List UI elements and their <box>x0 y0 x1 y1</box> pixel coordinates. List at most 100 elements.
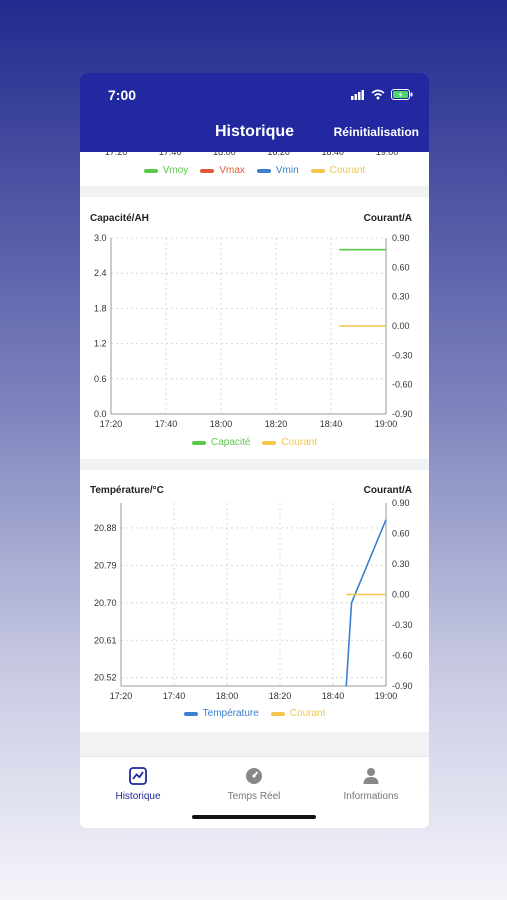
x-tick-label: 18:00 <box>216 691 239 701</box>
tab-temps-reel-label: Temps Réel <box>227 791 281 802</box>
legend-label: Vmax <box>219 165 245 176</box>
x-tick-label: 19:00 <box>376 152 399 157</box>
status-icons <box>351 89 413 100</box>
y2-tick-label: -0.60 <box>392 651 413 661</box>
legend-swatch <box>310 168 325 173</box>
y2-tick-label: 0.60 <box>392 262 410 272</box>
legend-swatch <box>200 168 215 173</box>
capacity-card: Capacité/AH Courant/A 17:20 17:40 18:00 18:… <box>80 197 429 459</box>
person-icon <box>363 768 379 784</box>
legend-item[interactable]: Capacité <box>191 437 251 448</box>
x-tick-label: 17:20 <box>105 152 128 157</box>
legend-label: Température <box>202 708 259 719</box>
gauge-icon <box>246 768 262 784</box>
temperature-axis-title: Température/°C <box>90 485 164 496</box>
legend-item[interactable]: Courant <box>270 708 326 719</box>
temperature-legend: Température Courant <box>80 708 429 719</box>
chart-scroll-area[interactable]: 17:20 17:40 18:00 18:20 18:40 19:00 Vmoy Vmax V… <box>80 152 429 754</box>
y-tick-label: 3.0 <box>94 233 107 243</box>
x-tick-label: 17:40 <box>155 419 178 429</box>
y2-tick-label: -0.90 <box>392 409 413 419</box>
x-tick-label: 18:40 <box>320 419 343 429</box>
header-bar: 7:00 Historique Réinitialisation <box>80 73 429 152</box>
legend-swatch <box>191 440 206 445</box>
y-tick-label: 20.79 <box>94 560 117 570</box>
y-tick-label: 1.2 <box>94 339 107 349</box>
voltage-legend: Vmoy Vmax Vmin Courant <box>80 165 429 176</box>
x-tick-label: 18:20 <box>269 691 292 701</box>
reset-button[interactable]: Réinitialisation <box>333 125 419 139</box>
legend-swatch <box>256 168 271 173</box>
chart-icon <box>129 767 147 785</box>
y2-tick-label: -0.90 <box>392 681 413 691</box>
y2-tick-label: -0.30 <box>392 620 413 630</box>
capacity-chart: 17:20 17:40 18:00 18:20 18:40 19:00 0.0 0.6 1.2 1… <box>94 233 413 429</box>
phone-screen: 7:00 Historique Réinitialisation 17: <box>80 73 429 828</box>
legend-label: Courant <box>329 165 366 176</box>
y-tick-label: 1.8 <box>94 303 107 313</box>
temperature-current-axis-title: Courant/A <box>363 485 412 496</box>
capacity-axis-title: Capacité/AH <box>90 213 149 224</box>
y2-tick-label: 0.90 <box>392 498 410 508</box>
x-tick-label: 18:00 <box>210 419 233 429</box>
temperature-chart: 17:20 17:40 18:00 18:20 18:40 19:00 20.52 20.61… <box>94 498 413 701</box>
x-tick-label: 18:40 <box>322 152 345 157</box>
legend-label: Courant <box>281 437 318 448</box>
legend-swatch <box>270 711 285 716</box>
home-indicator <box>192 815 316 819</box>
legend-label: Vmoy <box>162 165 189 176</box>
y2-tick-label: 0.30 <box>392 292 410 302</box>
legend-item[interactable]: Vmoy <box>143 165 189 176</box>
y2-tick-label: 0.30 <box>392 559 410 569</box>
x-tick-label: 18:20 <box>267 152 290 157</box>
legend-item[interactable]: Température <box>183 708 259 719</box>
x-tick-label: 17:20 <box>100 419 123 429</box>
tab-historique[interactable]: Historique <box>80 767 196 802</box>
x-tick-label: 19:00 <box>375 691 398 701</box>
x-tick-label: 18:40 <box>322 691 345 701</box>
legend-item[interactable]: Vmax <box>200 165 245 176</box>
x-tick-label: 17:40 <box>163 691 186 701</box>
y-tick-label: 0.6 <box>94 374 107 384</box>
y-tick-label: 20.88 <box>94 523 117 533</box>
y-tick-label: 20.61 <box>94 635 117 645</box>
signal-icon <box>351 89 364 100</box>
tab-informations[interactable]: Informations <box>313 767 429 802</box>
y2-tick-label: 0.00 <box>392 321 410 331</box>
series-line <box>345 519 387 687</box>
legend-label: Capacité <box>210 437 251 448</box>
tab-historique-label: Historique <box>115 791 161 802</box>
y-tick-label: 0.0 <box>94 409 107 419</box>
y-tick-label: 20.70 <box>94 598 117 608</box>
wifi-icon <box>371 89 385 100</box>
x-tick-label: 19:00 <box>375 419 398 429</box>
tab-temps-reel[interactable]: Temps Réel <box>196 767 312 802</box>
y2-tick-label: -0.60 <box>392 380 413 390</box>
y-tick-label: 20.52 <box>94 673 117 683</box>
legend-swatch <box>262 440 277 445</box>
y2-tick-label: 0.00 <box>392 590 410 600</box>
legend-item[interactable]: Courant <box>262 437 317 448</box>
status-time: 7:00 <box>108 87 137 103</box>
tab-informations-label: Informations <box>343 791 399 802</box>
battery-icon <box>391 89 413 100</box>
voltage-axis: 17:20 17:40 18:00 18:20 18:40 19:00 <box>105 152 399 157</box>
y2-tick-label: 0.60 <box>392 529 410 539</box>
y2-tick-label: -0.30 <box>392 350 413 360</box>
voltage-card: 17:20 17:40 18:00 18:20 18:40 19:00 Vmoy Vmax V… <box>80 152 429 186</box>
legend-swatch <box>143 168 158 173</box>
x-tick-label: 18:20 <box>265 419 288 429</box>
y-tick-label: 2.4 <box>94 268 107 278</box>
legend-label: Courant <box>289 708 326 719</box>
capacity-current-axis-title: Courant/A <box>363 213 412 224</box>
x-tick-label: 17:40 <box>159 152 182 157</box>
x-tick-label: 17:20 <box>110 691 133 701</box>
temperature-card: Température/°C Courant/A 17:20 17:40 18:00… <box>80 470 429 732</box>
legend-item[interactable]: Vmin <box>256 165 299 176</box>
page-title: Historique <box>214 123 295 140</box>
legend-item[interactable]: Courant <box>310 165 366 176</box>
capacity-legend: Capacité Courant <box>80 437 429 448</box>
legend-swatch <box>183 711 198 716</box>
legend-label: Vmin <box>275 165 299 176</box>
x-tick-label: 18:00 <box>213 152 236 157</box>
